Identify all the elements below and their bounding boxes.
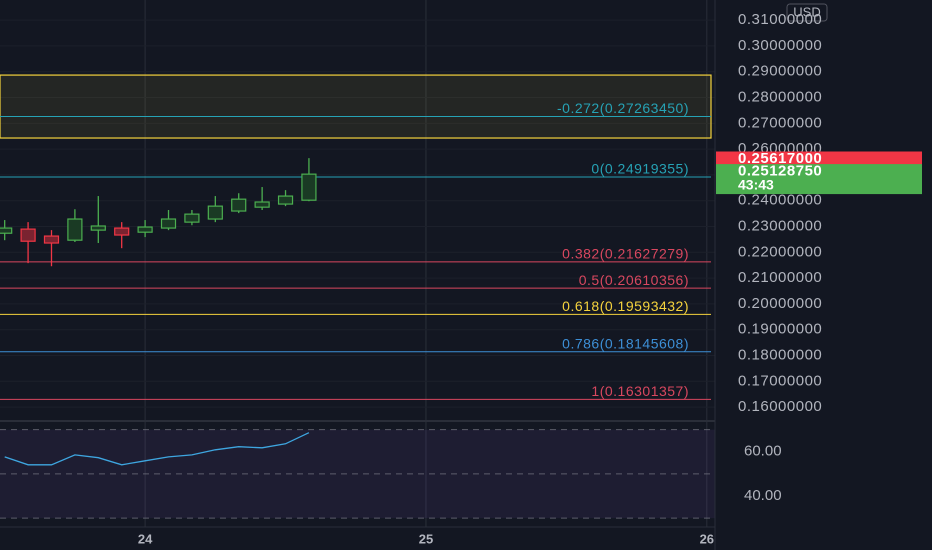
zone bbox=[0, 74, 712, 139]
y-tick-label: 0.22000000 bbox=[738, 243, 822, 260]
price-axis-panel bbox=[715, 0, 932, 550]
currency: USD bbox=[793, 4, 820, 19]
y-tick-label: 0.19000000 bbox=[738, 321, 822, 338]
y-tick-label: 0.27000000 bbox=[738, 114, 822, 131]
y-tick-label: 0.31000000 bbox=[738, 11, 822, 28]
candle-body bbox=[67, 218, 83, 241]
candle-body bbox=[20, 228, 36, 242]
price-label-box bbox=[716, 151, 922, 167]
fib-label: 1(0.16301357) bbox=[591, 383, 689, 399]
fib-label: 0.786(0.18145608) bbox=[562, 335, 689, 351]
y-tick-label: 60.00 bbox=[744, 443, 782, 460]
x-tick-label: 25 bbox=[419, 531, 433, 546]
candle-body bbox=[301, 173, 317, 201]
price-label: 0.25617000 bbox=[738, 150, 822, 167]
y-tick-label: 0.28000000 bbox=[738, 88, 822, 105]
y-tick-label: 0.23000000 bbox=[738, 217, 822, 234]
candle-body bbox=[277, 195, 294, 205]
price-label-box bbox=[716, 164, 922, 195]
price-label: 0.25128750 bbox=[738, 163, 822, 180]
fib-label: 0.618(0.19593432) bbox=[562, 298, 689, 314]
candle-body bbox=[207, 205, 223, 220]
y-tick-label: 0.30000000 bbox=[738, 37, 822, 54]
candle-body bbox=[114, 227, 130, 236]
candle-body bbox=[137, 226, 153, 233]
candle-body bbox=[184, 213, 200, 223]
y-tick-label: 0.17000000 bbox=[738, 372, 822, 389]
y-tick-label: 0.20000000 bbox=[738, 295, 822, 312]
currency-box[interactable] bbox=[786, 3, 828, 22]
candle-body bbox=[254, 201, 270, 208]
candle-body bbox=[231, 198, 247, 212]
candle-body bbox=[43, 235, 60, 244]
y-tick-label: 0.24000000 bbox=[738, 192, 822, 209]
candle-body bbox=[90, 225, 106, 231]
fib-label: -0.272(0.27263450) bbox=[557, 100, 689, 116]
x-tick-label: 26 bbox=[700, 531, 714, 546]
countdown: 43:43 bbox=[738, 176, 774, 192]
fib-label: 0.5(0.20610356) bbox=[579, 272, 689, 288]
fib-label: 0.382(0.21627279) bbox=[562, 246, 689, 262]
y-tick-label: 0.18000000 bbox=[738, 346, 822, 363]
y-tick-label: 40.00 bbox=[744, 487, 782, 504]
x-tick-label: 24 bbox=[138, 531, 153, 546]
y-tick-label: 0.16000000 bbox=[738, 398, 822, 415]
rsi-line bbox=[4, 432, 310, 466]
candle-body bbox=[0, 227, 13, 234]
y-tick-label: 0.29000000 bbox=[738, 63, 822, 80]
candle-body bbox=[160, 218, 177, 229]
fib-label: 0(0.24919355) bbox=[591, 161, 689, 177]
y-tick-label: 0.21000000 bbox=[738, 269, 822, 286]
